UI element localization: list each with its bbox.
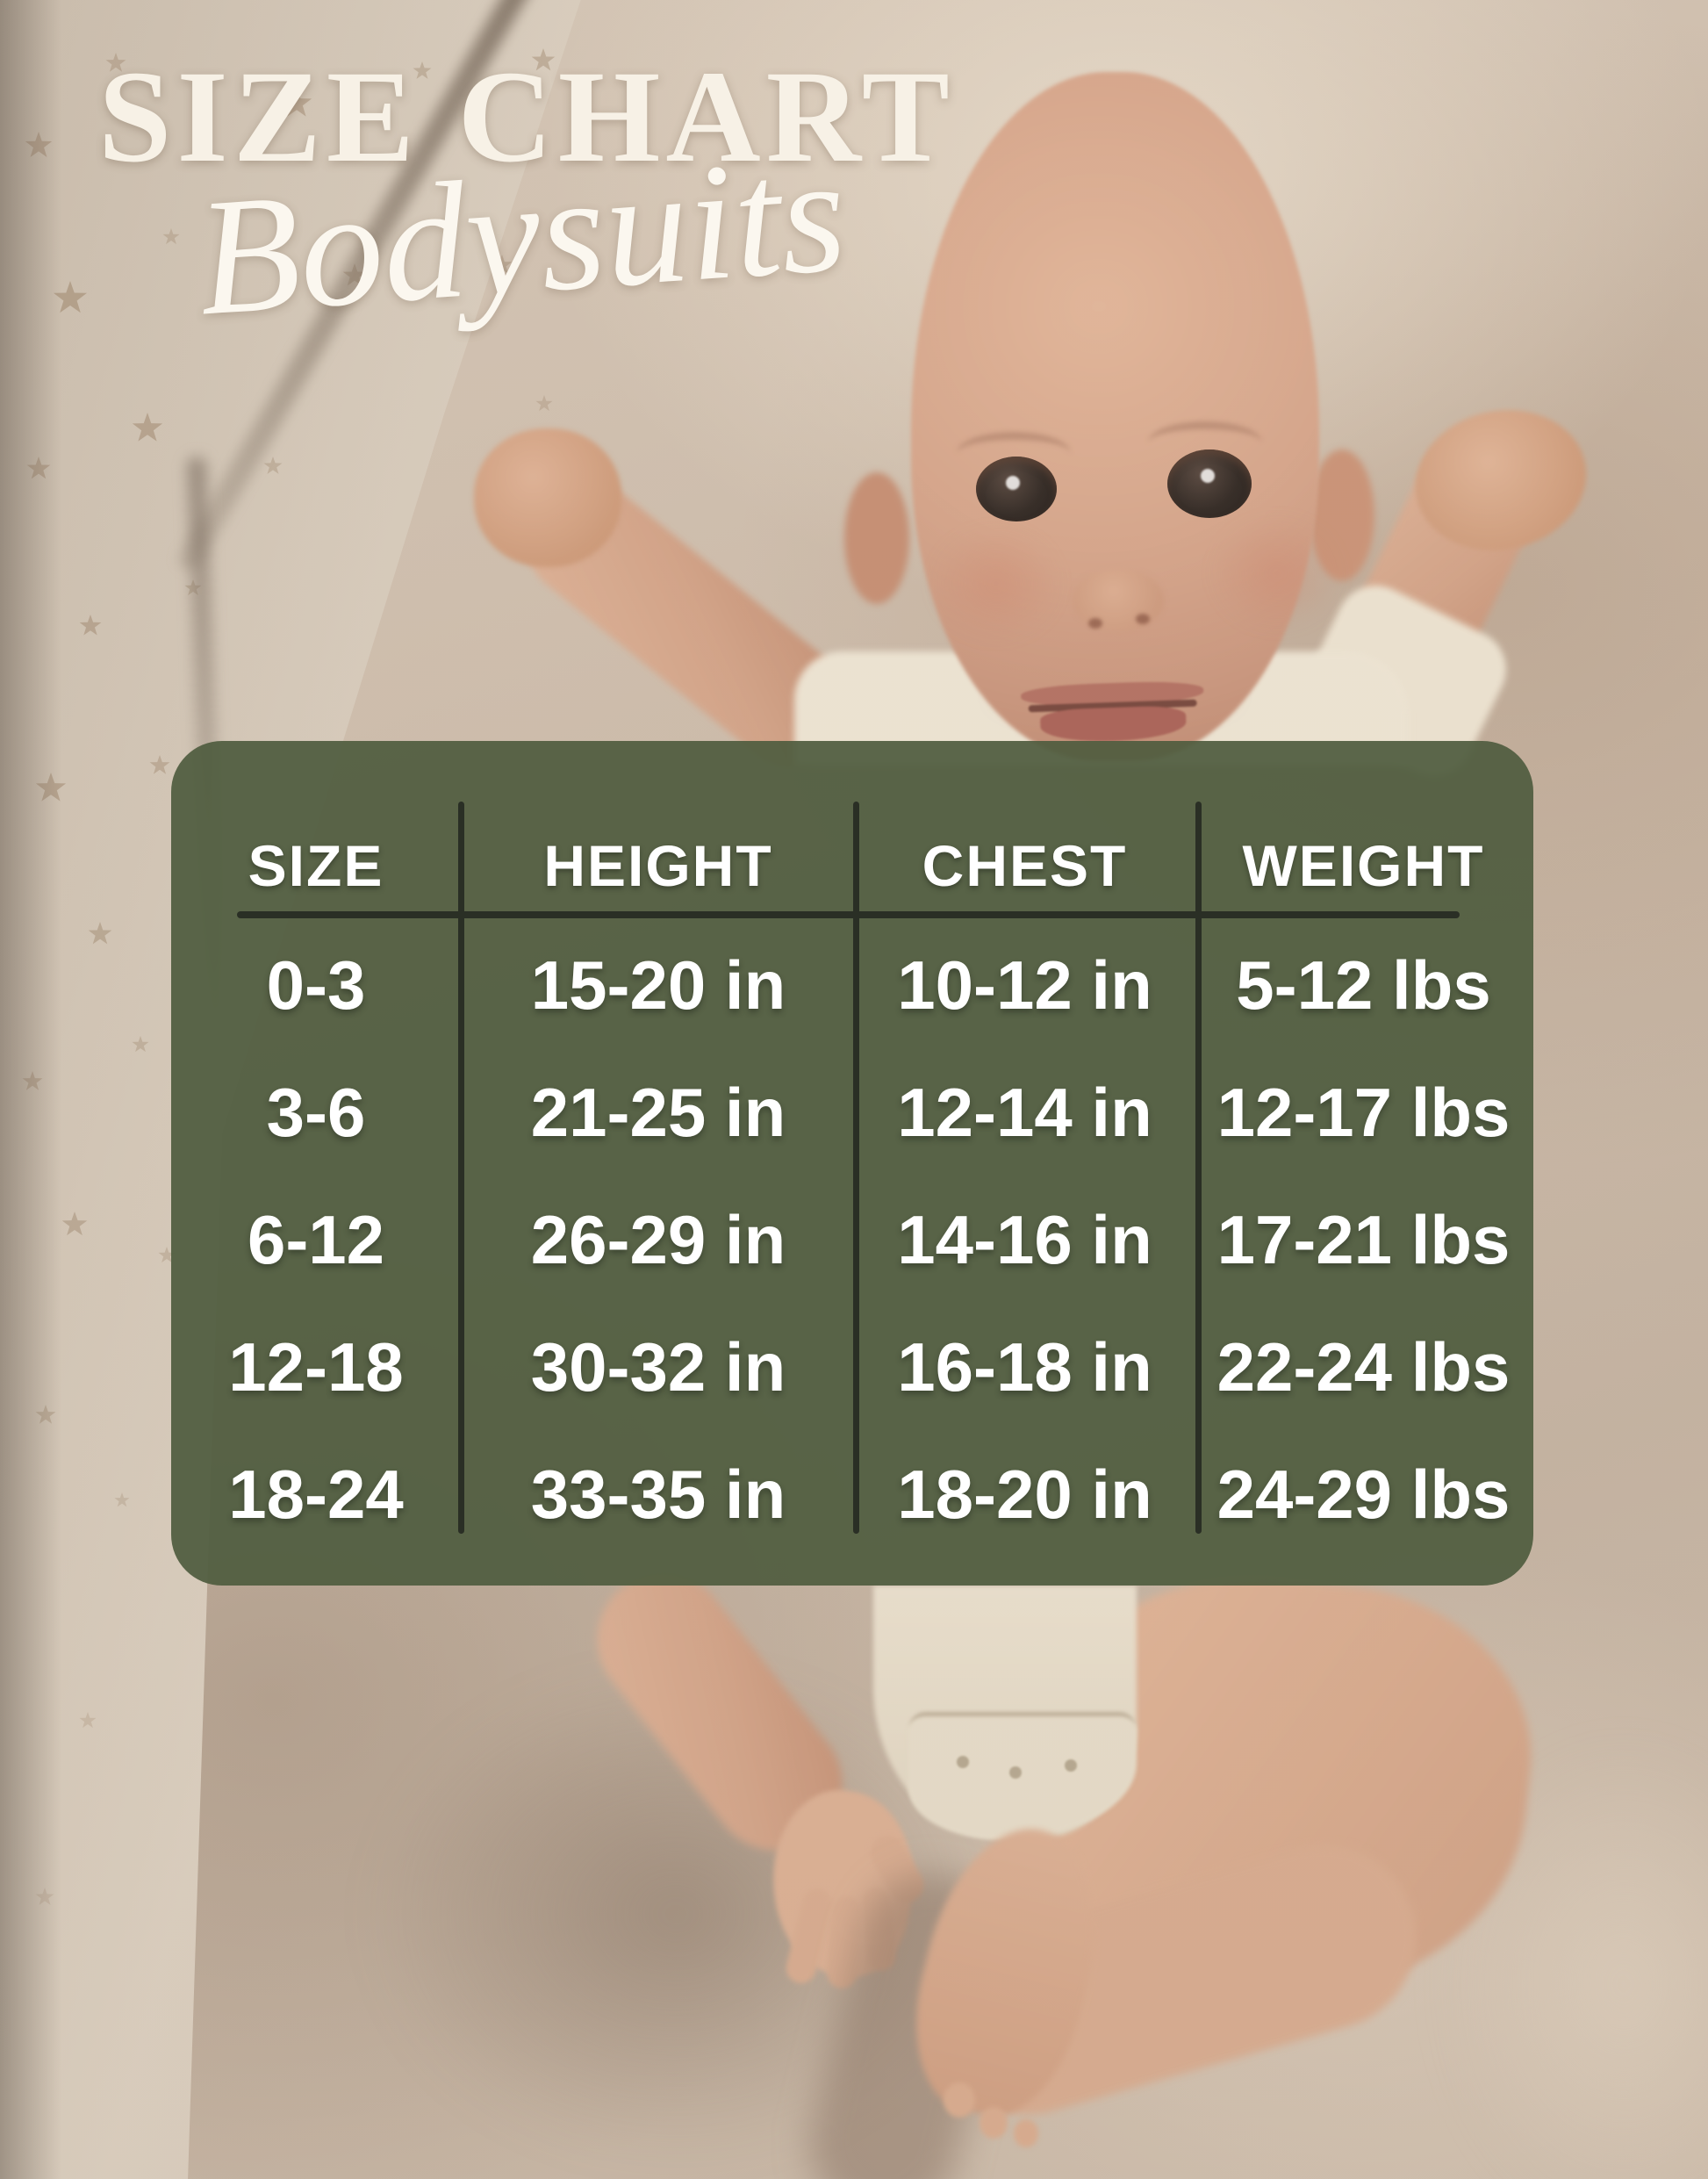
table-cell: 5-12 lbs — [1236, 946, 1491, 1024]
bodysuit-snap — [1009, 1766, 1022, 1779]
table-cell: 26-29 in — [530, 1201, 786, 1278]
baby-nostril — [1136, 614, 1150, 624]
column-divider — [458, 802, 464, 1534]
table-cell: 0-3 — [266, 946, 366, 1024]
column-header-size: SIZE — [248, 833, 384, 898]
table-cell: 17-21 lbs — [1216, 1201, 1511, 1278]
table-cell: 18-20 in — [897, 1456, 1152, 1533]
size-chart-panel: SIZE HEIGHT CHEST WEIGHT 0-3 15-20 in 10… — [171, 741, 1533, 1586]
table-cell: 6-12 — [247, 1201, 385, 1278]
eye-highlight — [1201, 469, 1215, 483]
baby-eyebrow-left — [957, 432, 1071, 475]
table-header-row: SIZE HEIGHT CHEST WEIGHT — [171, 816, 1533, 915]
table-cell: 12-18 — [228, 1328, 404, 1406]
column-header-chest: CHEST — [922, 833, 1128, 898]
baby-eye-left — [976, 457, 1057, 521]
table-cell: 12-17 lbs — [1216, 1074, 1511, 1151]
table-cell: 33-35 in — [530, 1456, 786, 1533]
baby-eyebrow-right — [1148, 421, 1262, 464]
table-cell: 3-6 — [266, 1074, 366, 1151]
left-edge-shadow — [0, 0, 61, 2179]
table-cell: 16-18 in — [897, 1328, 1152, 1406]
baby-toe — [980, 2107, 1008, 2139]
baby-cheek-right — [1211, 516, 1343, 630]
column-divider — [853, 802, 859, 1534]
baby-toe — [1014, 2119, 1038, 2147]
column-divider — [1195, 802, 1202, 1534]
baby-nostril — [1088, 618, 1102, 629]
table-cell: 18-24 — [228, 1456, 404, 1533]
table-cell: 14-16 in — [897, 1201, 1152, 1278]
page-title: SIZE CHART — [98, 44, 955, 190]
baby-head — [911, 72, 1319, 761]
column-header-weight: WEIGHT — [1242, 833, 1485, 898]
table-cell: 15-20 in — [530, 946, 786, 1024]
table-body: 0-3 15-20 in 10-12 in 5-12 lbs 3-6 21-25… — [171, 922, 1533, 1558]
eye-highlight — [1006, 476, 1020, 490]
table-cell: 21-25 in — [530, 1074, 786, 1151]
table-cell: 12-14 in — [897, 1074, 1152, 1151]
table-cell: 10-12 in — [897, 946, 1152, 1024]
baby-toe — [944, 2082, 975, 2118]
baby-ear-right — [1310, 449, 1374, 581]
header-divider — [237, 911, 1460, 918]
table-cell: 24-29 lbs — [1216, 1456, 1511, 1533]
baby-eye-right — [1167, 449, 1252, 518]
baby-fist-left — [474, 428, 621, 567]
baby-ear-left — [844, 472, 909, 604]
bodysuit-snap — [957, 1756, 969, 1768]
bodysuit-snap — [1065, 1759, 1077, 1772]
column-header-height: HEIGHT — [543, 833, 773, 898]
table-cell: 22-24 lbs — [1216, 1328, 1511, 1406]
baby-cheek-left — [930, 527, 1062, 641]
table-cell: 30-32 in — [530, 1328, 786, 1406]
